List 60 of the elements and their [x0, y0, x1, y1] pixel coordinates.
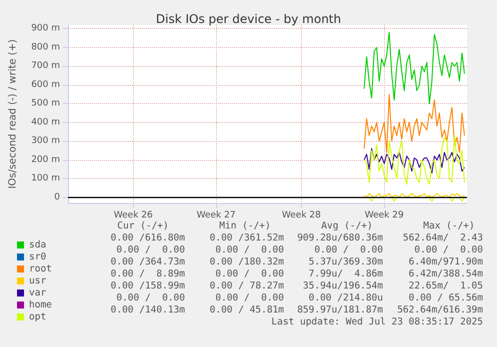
y-tick-label: 0 [54, 192, 60, 202]
legend-label: usr [29, 276, 46, 286]
legend-label: sda [29, 240, 46, 250]
text: 0.00 / 0.00 [414, 244, 484, 256]
y-tick-label: 200 m [31, 154, 60, 165]
text: 35.94u/196.54m [302, 280, 384, 292]
text: Max (-/+) [423, 220, 475, 232]
y-tick-label: 800 m [31, 42, 60, 52]
text: 0.00 / 45.81m [210, 304, 284, 316]
y-tick-label: 600 m [31, 80, 60, 90]
line-series [364, 94, 465, 153]
text: 7.99u/ 4.86m [308, 268, 384, 280]
text: 0.00 /180.32m [210, 256, 284, 268]
text: 859.97u/181.87m [297, 304, 384, 316]
line-series [364, 148, 465, 174]
y-tick-label: 300 m [31, 136, 60, 146]
text: 6.40m/971.90m [408, 256, 484, 268]
text: 6.42m/388.54m [408, 268, 484, 280]
line-series [364, 32, 465, 104]
text: 0.00 / 78.27m [210, 280, 284, 292]
text: 0.00 / 0.00 [215, 292, 284, 304]
x-tick-label: Week 27 [196, 210, 236, 220]
legend-label: opt [29, 312, 46, 322]
text: 0.00 / 0.00 [215, 268, 284, 280]
legend-label: root [29, 264, 52, 274]
text: 0.00 / 0.00 [116, 292, 186, 304]
text: Cur (-/+) [117, 220, 169, 232]
text: 0.00 /361.52m [210, 232, 284, 244]
y-axis-title: IOs/second read (-) / write (+) [8, 39, 18, 189]
text: Avg (-/+) [321, 220, 373, 232]
text: 22.65m/ 1.05 [408, 280, 483, 292]
text: 909.28u/680.36m [297, 232, 384, 244]
text: 0.00 /364.73m [110, 256, 186, 268]
text: 0.00 / 0.00 [116, 244, 186, 256]
text: 0.00 / 0.00 [314, 244, 384, 256]
x-tick-label: Week 28 [282, 210, 322, 220]
legend-label: var [29, 288, 46, 298]
text: 0.00 /616.80m [110, 232, 186, 244]
text: 0.00 /214.80u [308, 292, 383, 304]
x-tick-label: Week 29 [364, 210, 404, 220]
legend-label: home [29, 300, 52, 310]
x-tick-label: Week 26 [114, 210, 153, 220]
text: 0.00 /140.13m [110, 304, 186, 316]
text: Last update: Wed Jul 23 08:35:17 2025 [271, 316, 483, 328]
text: Min (-/+) [219, 220, 271, 232]
text: 0.00 / 65.56m [408, 292, 484, 304]
y-tick-label: 500 m [31, 98, 60, 109]
text: 0.00 / 0.00 [215, 244, 284, 256]
text: 0.00 / 8.89m [110, 268, 186, 280]
text: 562.64m/616.39m [397, 304, 484, 316]
line-series [364, 135, 465, 185]
y-tick-label: 100 m [31, 174, 60, 184]
text: 0.00 /158.99m [110, 280, 186, 292]
text: 5.37u/369.30m [308, 256, 384, 268]
chart-title: Disk IOs per device - by month [156, 12, 342, 26]
legend-label: sr0 [29, 252, 46, 262]
y-tick-label: 700 m [31, 61, 60, 72]
y-tick-label: 400 m [31, 117, 60, 128]
y-tick-label: 900 m [31, 24, 60, 34]
text: 562.64m/ 2.43 [402, 232, 483, 244]
